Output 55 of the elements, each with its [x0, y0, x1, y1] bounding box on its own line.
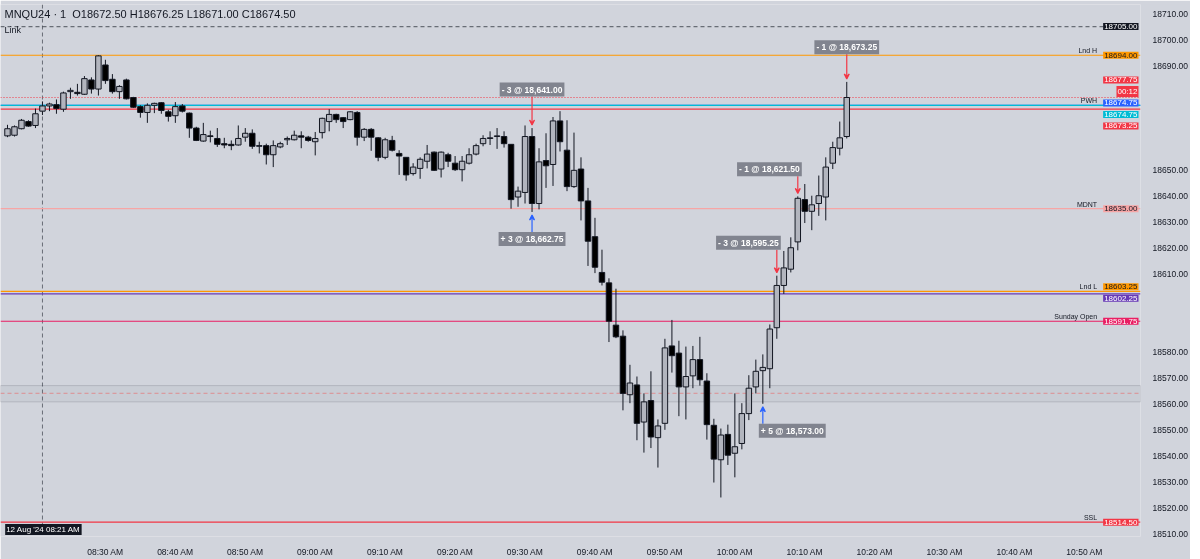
y-tick-label: 18610.00	[1152, 268, 1189, 279]
annotation: - 1 @ 18,673.25	[816, 42, 878, 53]
annotation: 18603.25	[1104, 282, 1139, 292]
candlestick	[752, 359, 760, 394]
annotation: 18705.00	[1104, 22, 1139, 32]
y-tick-label: 18690.00	[1152, 60, 1189, 71]
annotation: 18677.75	[1104, 75, 1139, 85]
ref-line-label: 12 Aug '24 08:21 AM	[6, 525, 81, 534]
y-tick-label: 18570.00	[1152, 372, 1189, 383]
y-tick-label: 18550.00	[1152, 424, 1189, 435]
x-tick-label: 10:10 AM	[786, 546, 823, 557]
y-tick-label: 18650.00	[1152, 164, 1189, 175]
chart-title: MNQU24 · 1	[4, 7, 67, 20]
x-tick-label: 09:30 AM	[506, 546, 543, 557]
y-tick-label: 18580.00	[1152, 346, 1189, 357]
annotation: - 3 @ 18,595.25	[718, 237, 780, 248]
annotation: - 1 @ 18,621.50	[739, 164, 801, 175]
x-tick-label: 10:50 AM	[1066, 546, 1103, 557]
y-tick-label: 18540.00	[1152, 450, 1189, 461]
y-tick-label: 18560.00	[1152, 398, 1189, 409]
annotation: 18591.75	[1104, 316, 1139, 326]
y-tick-label: 18700.00	[1152, 34, 1189, 45]
annotation: Link	[4, 24, 22, 35]
y-tick-label: 18620.00	[1152, 242, 1189, 253]
candlestick	[395, 149, 403, 176]
x-tick-label: 09:40 AM	[576, 546, 613, 557]
x-tick-label: 08:40 AM	[157, 546, 194, 557]
annotation: 18514.50	[1104, 517, 1139, 527]
y-tick-label: 18530.00	[1152, 476, 1189, 487]
y-tick-label: 18630.00	[1152, 216, 1189, 227]
x-tick-label: 09:00 AM	[297, 546, 333, 557]
x-tick-label: 10:40 AM	[996, 546, 1033, 557]
x-tick-label: 10:30 AM	[926, 546, 963, 557]
x-tick-label: 10:00 AM	[716, 546, 753, 557]
y-tick-label: 18520.00	[1152, 502, 1189, 513]
annotation: 18673.25	[1104, 121, 1139, 131]
x-tick-label: 08:50 AM	[227, 546, 264, 557]
x-tick-label: 10:20 AM	[856, 546, 893, 557]
annotation: + 5 @ 18,573.00	[760, 425, 824, 436]
annotation: 18694.00	[1104, 50, 1139, 60]
x-tick-label: 08:30 AM	[87, 546, 124, 557]
annotation: - 3 @ 18,641.00	[501, 84, 563, 95]
annotation: 18602.25	[1104, 293, 1139, 303]
y-tick-label: 18510.00	[1152, 528, 1189, 539]
annotation: 18674.75	[1104, 109, 1139, 119]
y-tick-label: 18640.00	[1152, 190, 1189, 201]
x-tick-label: 09:10 AM	[366, 546, 403, 557]
chart-subtitle: O18672.50 H18676.25 L18671.00 C18674.50	[72, 7, 296, 20]
x-tick-label: 09:20 AM	[436, 546, 473, 557]
annotation: 18674.75	[1104, 98, 1139, 108]
annotation: 18635.00	[1104, 204, 1139, 214]
x-tick-label: 09:50 AM	[646, 546, 683, 557]
annotation: + 3 @ 18,662.75	[500, 233, 564, 244]
annotation: 00:12	[1117, 86, 1139, 96]
y-tick-label: 18710.00	[1152, 8, 1189, 19]
